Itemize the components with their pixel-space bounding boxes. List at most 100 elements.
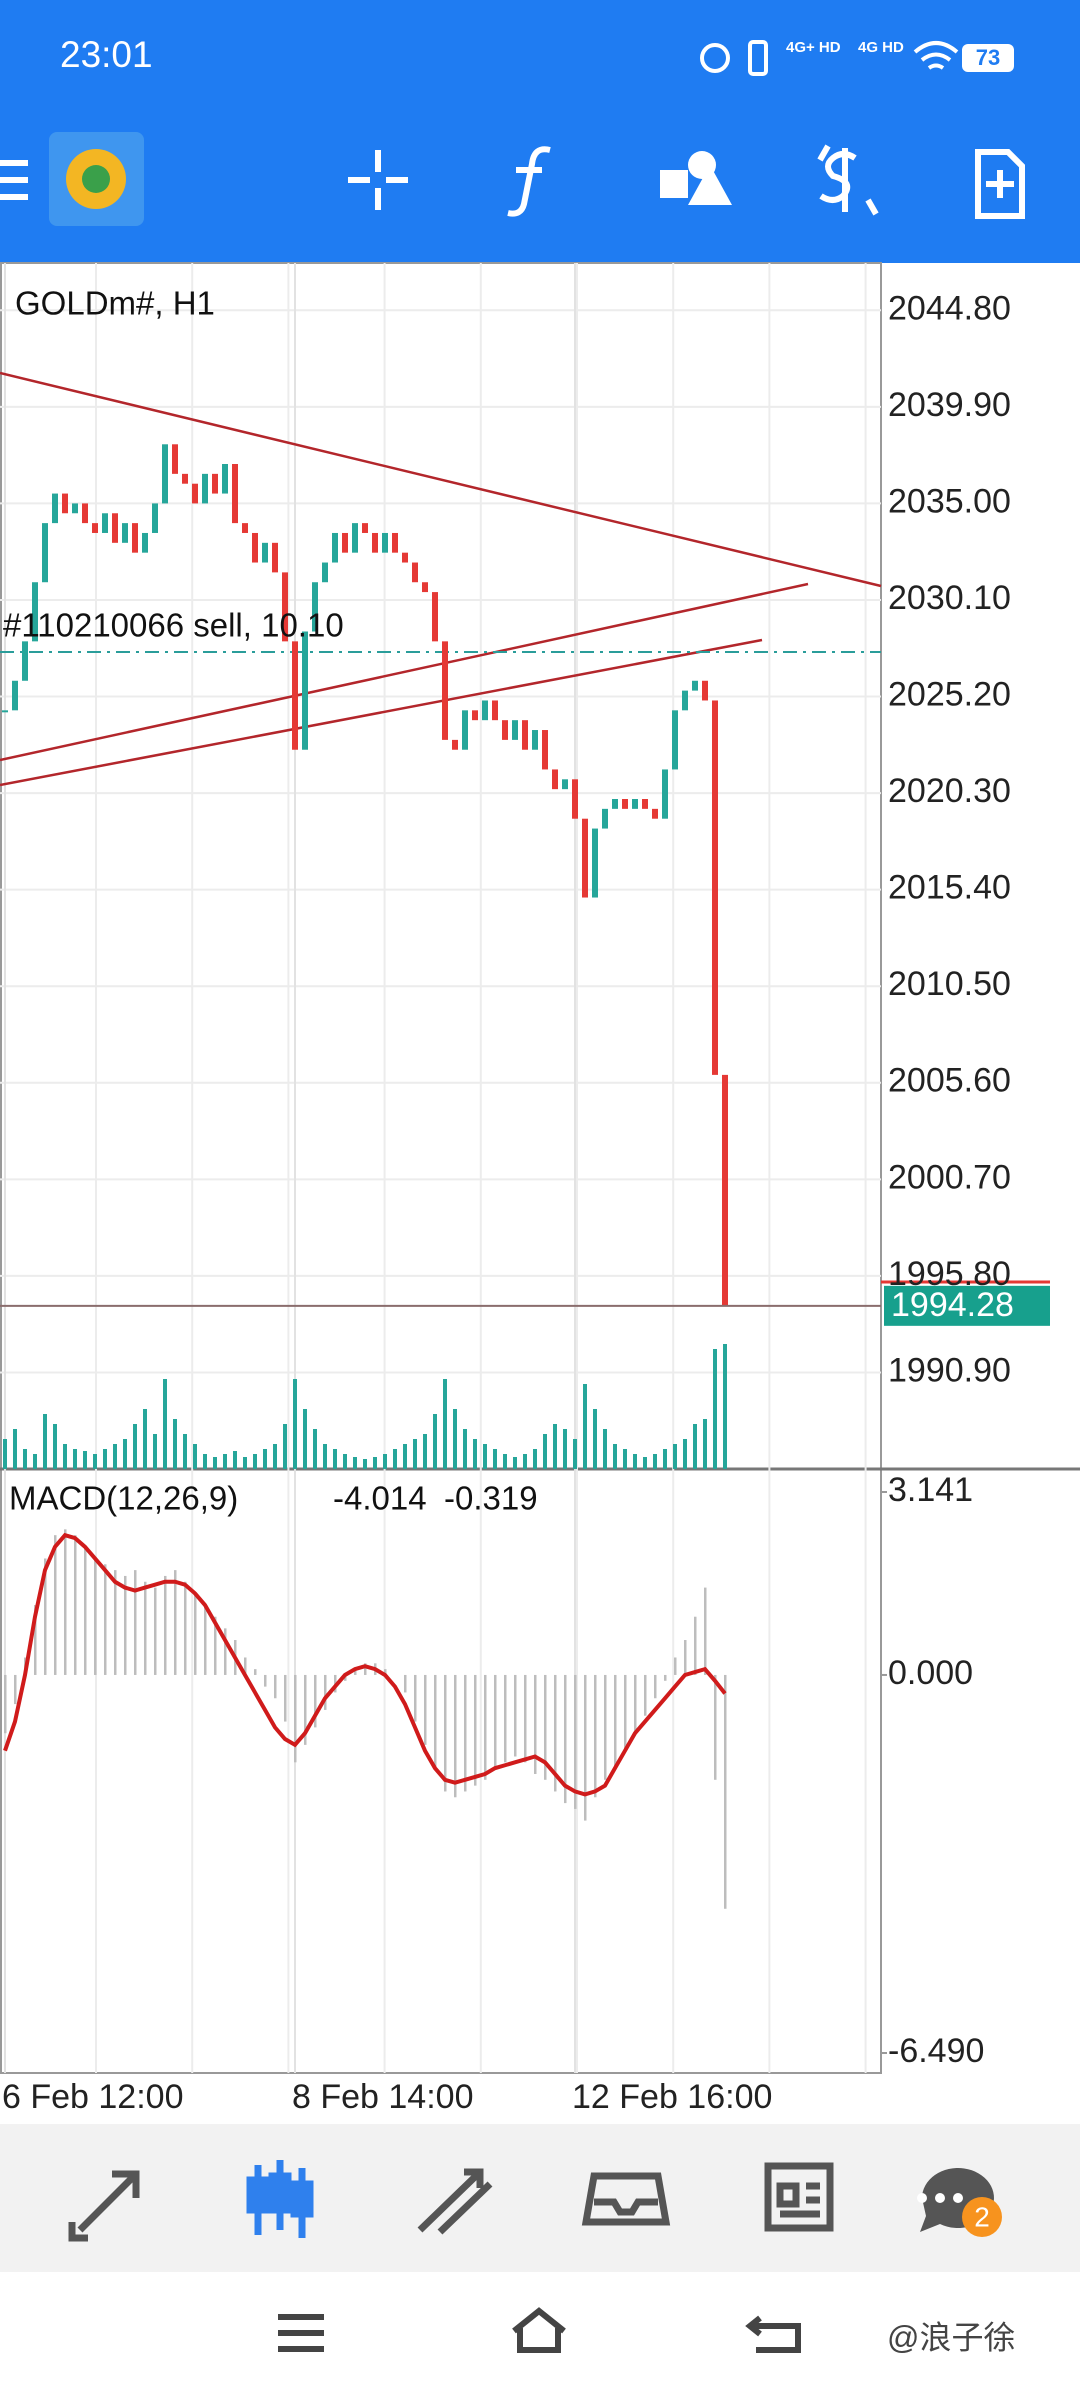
candle: [132, 523, 138, 553]
volume-bar: [563, 1429, 567, 1469]
plot: [0, 444, 881, 1909]
candle: [42, 523, 48, 583]
macd-bar: [544, 1674, 547, 1780]
history-tab[interactable]: [581, 2172, 671, 2226]
candle: [2, 710, 8, 713]
volume-bar: [493, 1449, 497, 1469]
candle: [412, 562, 418, 583]
macd-tick-label: 0.000: [888, 1654, 973, 1692]
volume-bar: [173, 1419, 177, 1469]
candle: [702, 680, 708, 701]
candle: [492, 700, 498, 721]
menu-button[interactable]: [0, 160, 28, 200]
volume-bar: [623, 1449, 627, 1469]
volume-bar: [203, 1454, 207, 1469]
volume-bar: [3, 1439, 7, 1469]
macd-bar: [634, 1674, 637, 1734]
candle: [572, 779, 578, 819]
candle: [52, 493, 58, 524]
toolbar: [0, 132, 1025, 226]
candle: [522, 720, 528, 750]
alarm-icon: [700, 43, 730, 73]
volume-bar: [473, 1439, 477, 1469]
candle: [142, 532, 148, 553]
signal-value: -0.319: [444, 1480, 538, 1517]
candle: [372, 532, 378, 553]
messages-tab[interactable]: [917, 2168, 1002, 2237]
y-tick-label: 2020.30: [888, 772, 1011, 810]
macd-bar: [484, 1674, 487, 1780]
candle: [362, 523, 368, 533]
volume-bar: [643, 1457, 647, 1469]
volume-bar: [503, 1454, 507, 1469]
macd-bar: [34, 1605, 37, 1675]
home-button[interactable]: [512, 2307, 566, 2353]
macd-bar: [454, 1674, 457, 1798]
macd-bar: [154, 1587, 157, 1675]
candle: [252, 532, 258, 563]
network-2: 4G HD: [858, 39, 904, 56]
macd-value: -4.014: [333, 1480, 427, 1517]
volume-bar: [243, 1457, 247, 1469]
app-icon[interactable]: [49, 132, 144, 226]
macd-label: MACD(12,26,9): [9, 1480, 238, 1517]
trade-button[interactable]: [817, 144, 879, 216]
volume-bar: [163, 1379, 167, 1469]
volume-bar: [223, 1454, 227, 1469]
macd-bar: [724, 1674, 727, 1909]
volume-bar: [153, 1434, 157, 1469]
macd-bar: [564, 1674, 567, 1804]
new-order-button[interactable]: [975, 149, 1025, 219]
macd-bar: [174, 1570, 177, 1675]
candle: [302, 631, 308, 750]
candle: [112, 513, 118, 543]
candle: [642, 799, 648, 809]
volume-bar: [393, 1449, 397, 1469]
volume-bar: [363, 1459, 367, 1469]
crosshair-button[interactable]: [348, 150, 408, 210]
volume-bar: [523, 1454, 527, 1469]
volume-bar: [333, 1449, 337, 1469]
macd-bar: [404, 1674, 407, 1693]
macd-bar: [274, 1674, 277, 1699]
volume-bar: [413, 1439, 417, 1469]
macd-bar: [204, 1605, 207, 1675]
macd-bar: [344, 1674, 347, 1681]
quotes-tab[interactable]: [68, 2170, 140, 2242]
volume-bar: [113, 1444, 117, 1469]
volume-bar: [443, 1379, 447, 1469]
candle: [602, 808, 608, 829]
candle: [292, 641, 298, 750]
vibrate-icon: [748, 40, 768, 76]
y-tick-label: 2030.10: [888, 579, 1011, 617]
chart-tab[interactable]: [246, 2160, 314, 2238]
candle: [612, 799, 618, 809]
candle: [652, 808, 658, 819]
candle: [102, 513, 108, 533]
volume-bar: [453, 1409, 457, 1469]
volume-bar: [183, 1434, 187, 1469]
macd-bar: [124, 1575, 127, 1675]
candle: [462, 710, 468, 750]
bottom-nav-icons: [68, 2160, 1002, 2242]
macd-bar: [534, 1674, 537, 1774]
candle: [392, 532, 398, 553]
volume-bar: [283, 1424, 287, 1469]
recent-button[interactable]: [278, 2314, 324, 2352]
trade-tab[interactable]: [417, 2168, 493, 2235]
news-tab[interactable]: [764, 2162, 834, 2232]
indicator-button[interactable]: [507, 146, 551, 217]
candle: [662, 769, 668, 819]
candle: [342, 532, 348, 553]
macd-bar: [114, 1570, 117, 1675]
candle: [622, 799, 628, 809]
candle: [192, 483, 198, 504]
macd-bar: [524, 1674, 527, 1763]
candle: [172, 444, 178, 474]
y-tick-label: 1990.90: [888, 1351, 1011, 1389]
macd-bar: [474, 1674, 477, 1786]
price-badge-label: 1994.28: [891, 1286, 1014, 1324]
objects-button[interactable]: [660, 151, 732, 205]
back-button[interactable]: [745, 2315, 801, 2353]
